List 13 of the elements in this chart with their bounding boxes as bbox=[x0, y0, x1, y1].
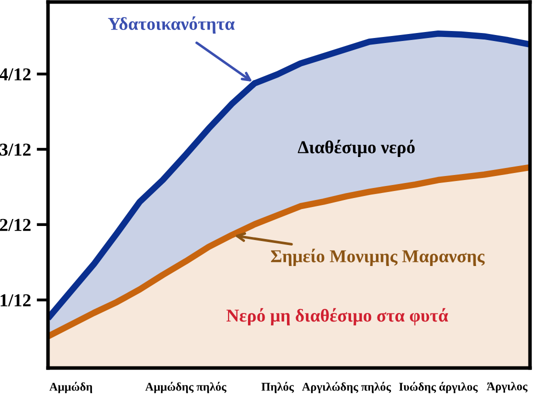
annotation: Διαθέσιμο νερό bbox=[298, 140, 415, 158]
y-tick-label: 2/12 bbox=[0, 218, 31, 232]
x-tick-label: Άργιλος bbox=[486, 382, 528, 393]
y-tick-label: 3/12 bbox=[0, 144, 31, 156]
x-tick-label: Πηλός bbox=[261, 382, 294, 394]
y-tick-label: 1/12 bbox=[0, 294, 31, 306]
series-label: Σημείο Μονιμης Μαρανσης bbox=[270, 248, 485, 266]
text: Υδατοικανότητα bbox=[108, 16, 235, 34]
x-tick-label: Αργιλώδης πηλός bbox=[302, 382, 392, 394]
x-tick-label: Ιυώδης άργιλος bbox=[399, 382, 478, 394]
x-tick-label: Αμμώδη bbox=[49, 382, 92, 394]
x-tick-label: Αμμώδης πηλός bbox=[145, 382, 226, 394]
annotation: Νερό μη διαθέσιμο στα φυτά bbox=[226, 308, 448, 326]
